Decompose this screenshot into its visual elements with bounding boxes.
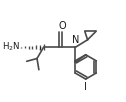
Text: ,: , [38, 41, 41, 51]
Text: I: I [84, 82, 87, 92]
Text: N: N [72, 35, 79, 45]
Text: H$_2$N: H$_2$N [2, 40, 20, 53]
Text: O: O [58, 21, 66, 31]
